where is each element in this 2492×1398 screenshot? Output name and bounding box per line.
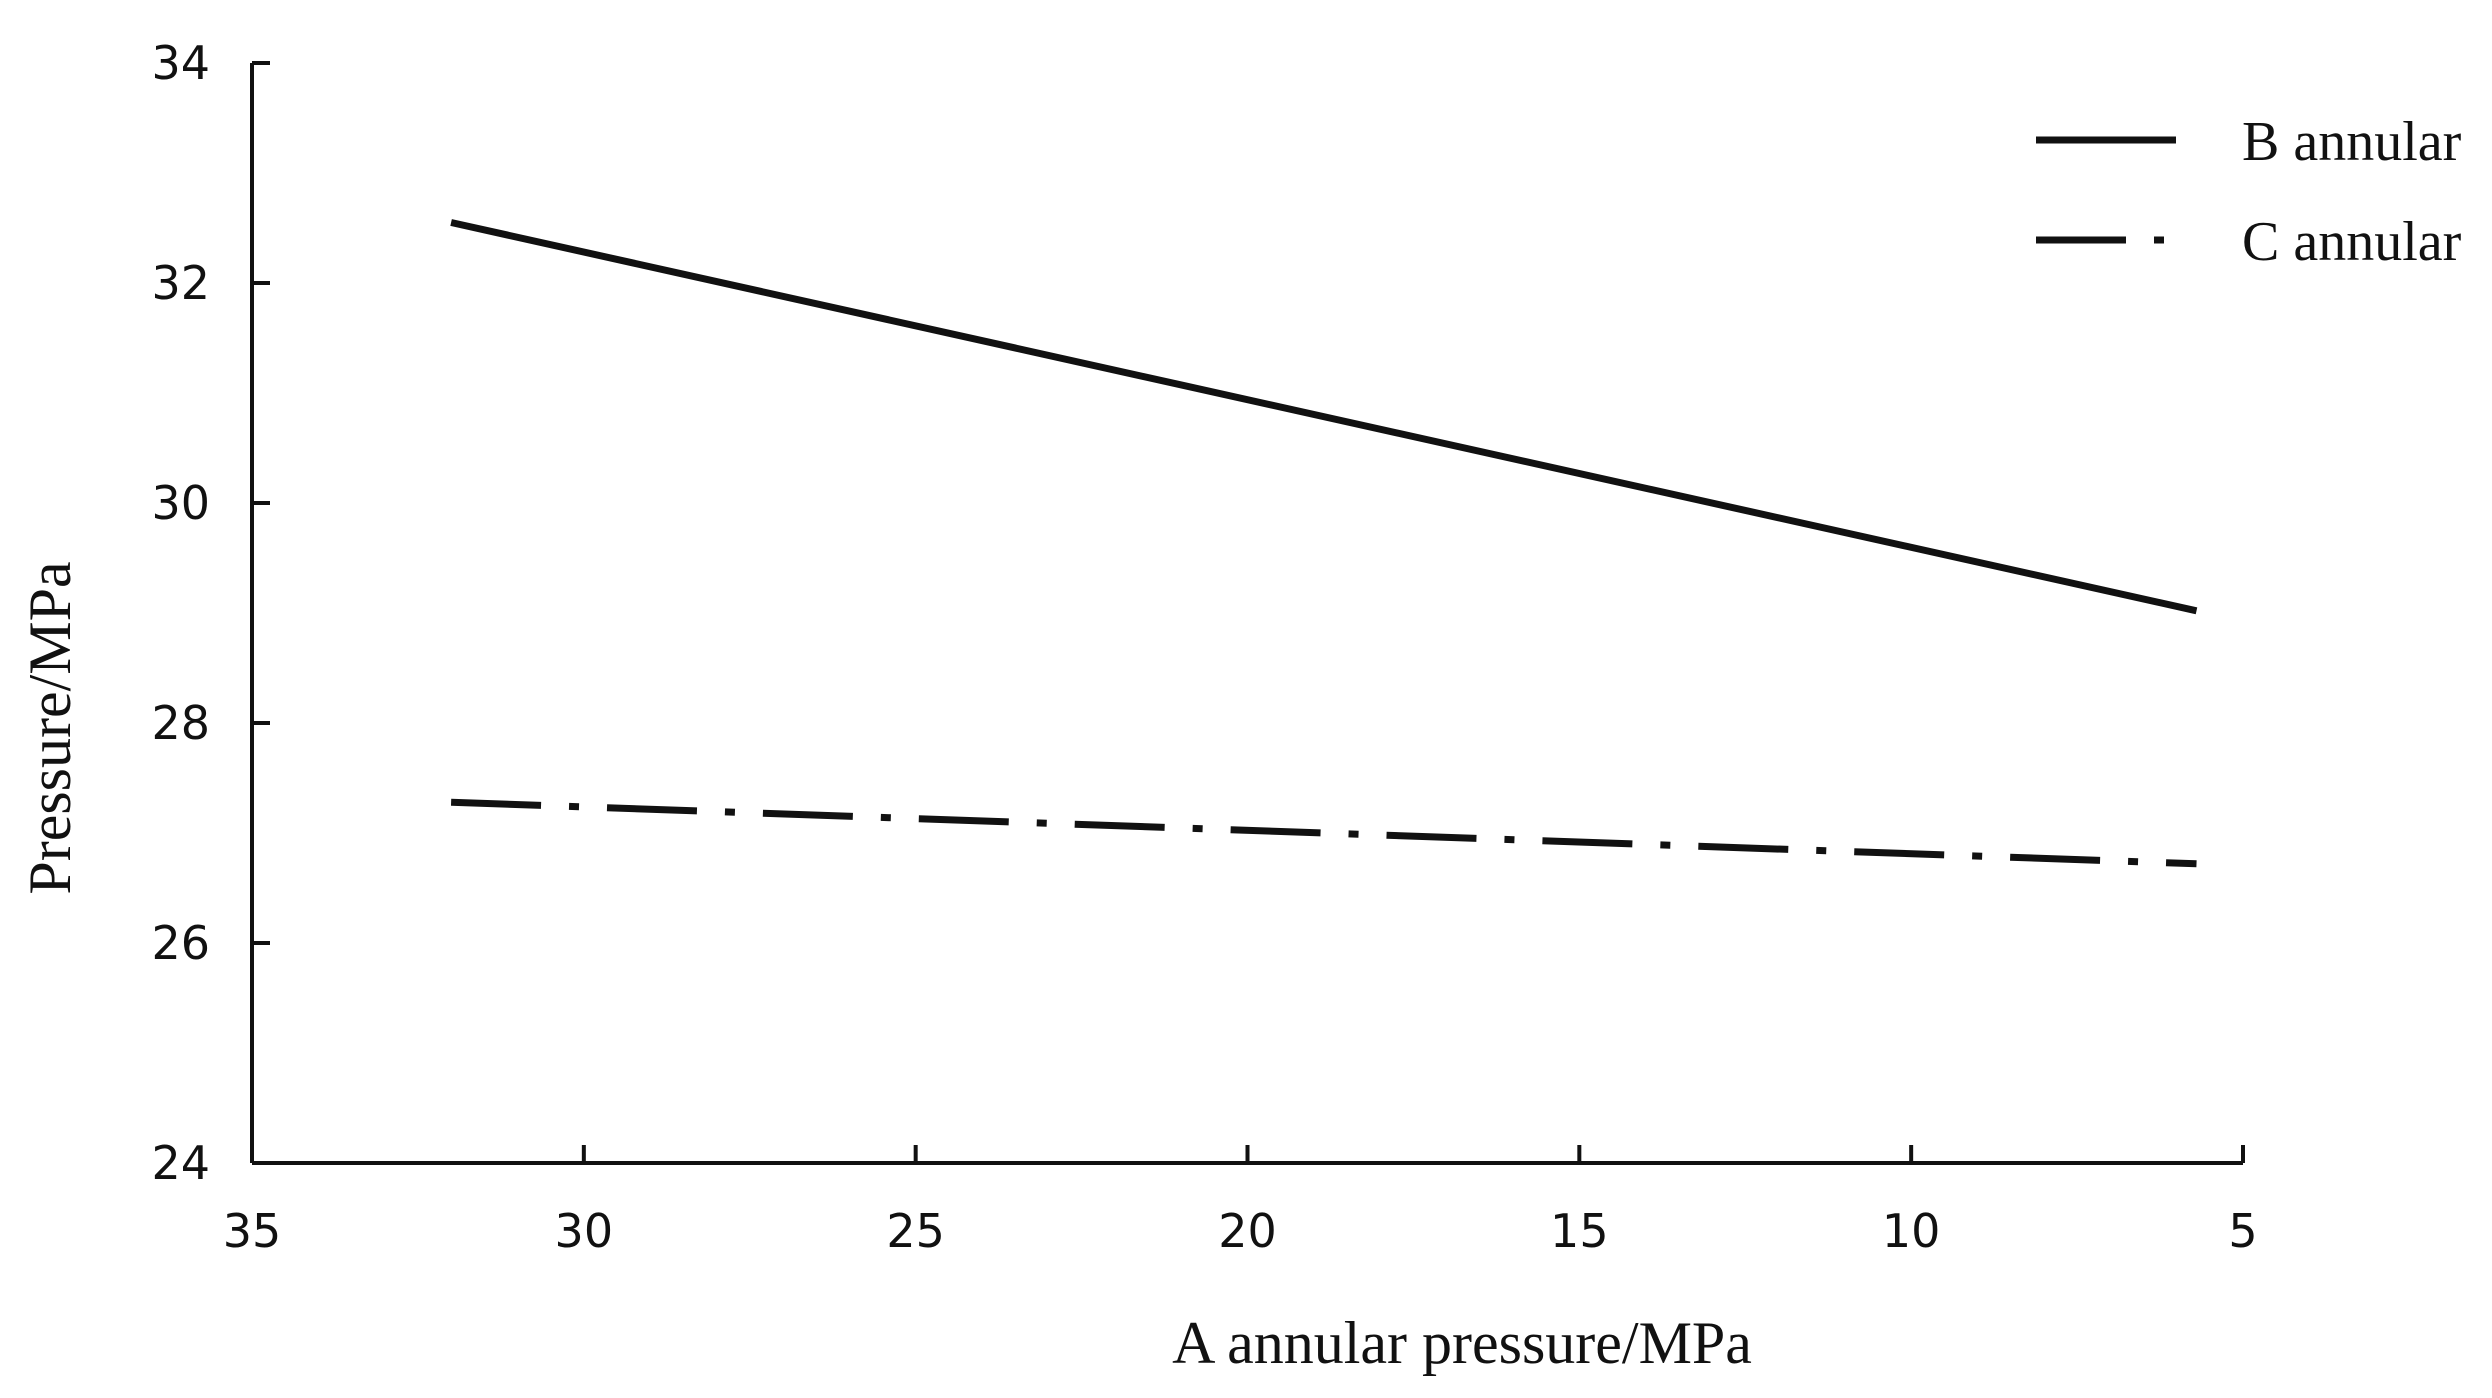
legend: B annular C annular — [2036, 111, 2462, 273]
series-line-c-annular — [450, 798, 2197, 868]
x-tick-label: 25 — [886, 1204, 945, 1258]
y-tick-label: 24 — [151, 1136, 210, 1190]
y-tick-label: 26 — [151, 916, 210, 970]
y-tick-label: 34 — [151, 36, 210, 90]
y-tick-label: 32 — [151, 256, 210, 310]
legend-label-b-annular: B annular — [2242, 111, 2462, 173]
series — [450, 219, 2198, 868]
x-tick-label: 35 — [223, 1204, 282, 1258]
series-line-b-annular — [450, 219, 2198, 615]
axes — [250, 63, 2243, 1165]
y-tick-label: 28 — [151, 696, 210, 750]
x-tick-label: 5 — [2228, 1204, 2257, 1258]
x-axis-title: A annular pressure/MPa — [1172, 1310, 1752, 1376]
ticks: 24 26 28 30 32 34 35 30 25 20 15 10 5 — [151, 36, 2257, 1258]
x-tick-label: 30 — [555, 1204, 614, 1258]
x-tick-label: 10 — [1882, 1204, 1941, 1258]
y-axis-title: Pressure/MPa — [17, 561, 83, 894]
legend-label-c-annular: C annular — [2242, 211, 2462, 273]
x-tick-label: 15 — [1550, 1204, 1609, 1258]
x-tick-label: 20 — [1218, 1204, 1277, 1258]
y-tick-label: 30 — [151, 476, 210, 530]
